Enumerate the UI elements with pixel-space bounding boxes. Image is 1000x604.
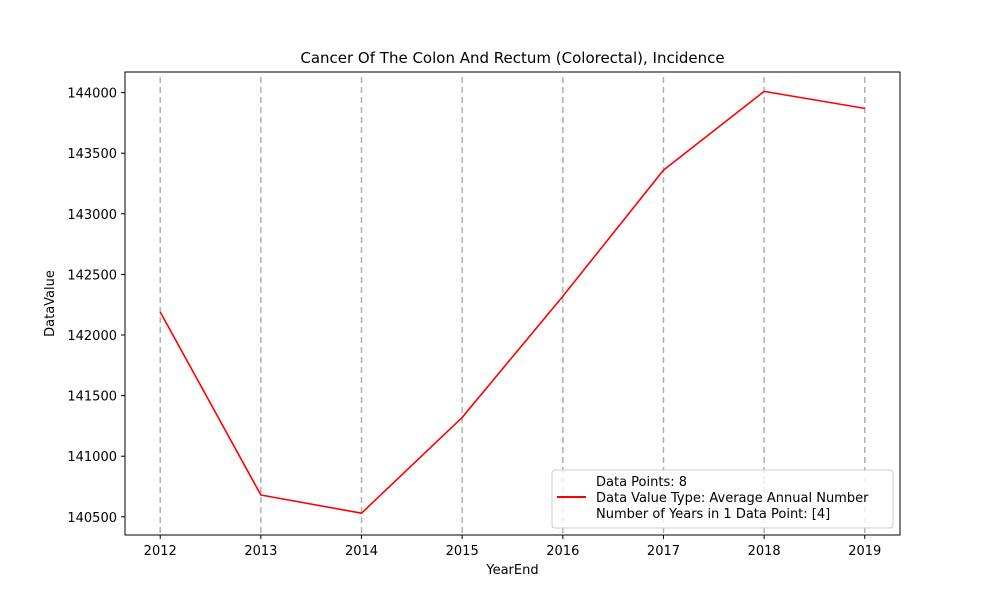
legend-entry-series: Data Value Type: Average Annual Number bbox=[596, 491, 869, 506]
y-axis-label: DataValue bbox=[43, 270, 58, 337]
x-axis-label: YearEnd bbox=[485, 563, 538, 578]
y-tick-label-142000: 142000 bbox=[67, 329, 117, 344]
x-tick-label-2015: 2015 bbox=[446, 544, 479, 559]
x-tick-label-2019: 2019 bbox=[848, 544, 881, 559]
legend: Data Points: 8 Data Value Type: Average … bbox=[551, 469, 894, 529]
y-tick-label-143000: 143000 bbox=[67, 208, 117, 223]
y-tick-label-142500: 142500 bbox=[67, 268, 117, 283]
x-tick-label-2018: 2018 bbox=[748, 544, 781, 559]
x-tick-label-2016: 2016 bbox=[546, 544, 579, 559]
y-tick-label-140500: 140500 bbox=[67, 511, 117, 526]
chart-title: Cancer Of The Colon And Rectum (Colorect… bbox=[300, 49, 724, 67]
y-tick-label-143500: 143500 bbox=[67, 147, 117, 162]
x-tick-label-2017: 2017 bbox=[647, 544, 680, 559]
x-axis-ticks: 2012 2013 2014 2015 2016 2017 2018 2019 bbox=[144, 535, 881, 559]
series-layer bbox=[159, 90, 865, 514]
series-line-0 bbox=[159, 90, 865, 514]
grid-layer bbox=[159, 77, 866, 535]
x-tick-label-2014: 2014 bbox=[345, 544, 378, 559]
plot-frame bbox=[124, 71, 901, 536]
legend-box bbox=[551, 469, 894, 529]
y-tick-label-141000: 141000 bbox=[67, 450, 117, 465]
x-tick-label-2013: 2013 bbox=[244, 544, 277, 559]
legend-entry-years-per-point: Number of Years in 1 Data Point: [4] bbox=[596, 507, 830, 522]
y-tick-label-141500: 141500 bbox=[67, 390, 117, 405]
y-tick-label-144000: 144000 bbox=[67, 87, 117, 102]
x-tick-label-2012: 2012 bbox=[144, 544, 177, 559]
y-axis-ticks: 140500 141000 141500 142000 142500 143000 1435… bbox=[67, 87, 125, 526]
legend-entry-data-points: Data Points: 8 bbox=[596, 475, 687, 490]
